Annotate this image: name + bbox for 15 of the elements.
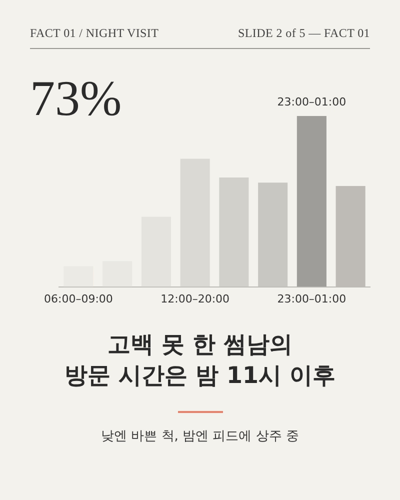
bar — [141, 216, 171, 287]
bar — [296, 116, 326, 287]
text: SLIDE 2 of 5 — FACT 01 — [238, 26, 370, 41]
text: 23:00–01:00 — [277, 95, 346, 108]
x-tick-label: 23:00–01:00 — [277, 292, 346, 306]
bar — [180, 158, 210, 287]
bar — [219, 177, 249, 287]
annotation: 73% — [30, 69, 122, 128]
bar — [258, 182, 288, 287]
x-tick-label: 12:00–20:00 — [160, 292, 230, 306]
text: FACT 01 / NIGHT VISIT — [30, 26, 159, 41]
bar — [102, 261, 132, 287]
text: 고백 못 한 썸남의 방문 시간은 밤 11시 이후 — [63, 331, 337, 391]
text: 낮엔 바쁜 척, 밤엔 피드에 상주 중 — [100, 428, 300, 445]
x-tick-label: 06:00–09:00 — [44, 292, 113, 306]
